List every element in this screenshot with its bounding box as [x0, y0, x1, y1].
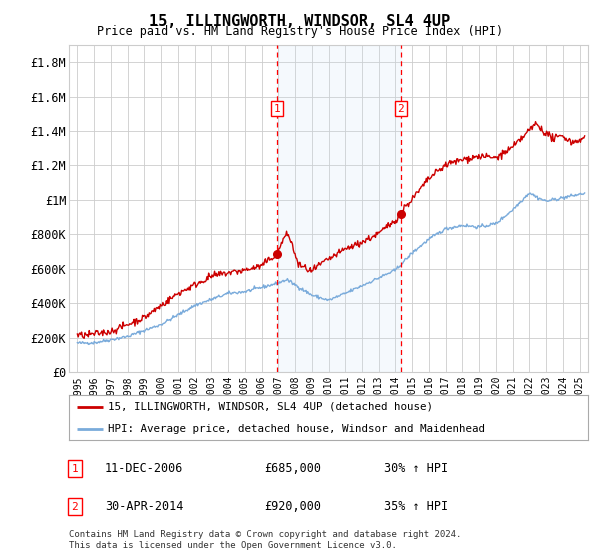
Text: 1: 1 — [71, 464, 79, 474]
Text: 15, ILLINGWORTH, WINDSOR, SL4 4UP: 15, ILLINGWORTH, WINDSOR, SL4 4UP — [149, 14, 451, 29]
Text: 30% ↑ HPI: 30% ↑ HPI — [384, 462, 448, 475]
Text: 30-APR-2014: 30-APR-2014 — [105, 500, 184, 514]
Text: HPI: Average price, detached house, Windsor and Maidenhead: HPI: Average price, detached house, Wind… — [108, 424, 485, 435]
Text: 15, ILLINGWORTH, WINDSOR, SL4 4UP (detached house): 15, ILLINGWORTH, WINDSOR, SL4 4UP (detac… — [108, 402, 433, 412]
Text: 2: 2 — [71, 502, 79, 512]
Text: £685,000: £685,000 — [264, 462, 321, 475]
Text: 2: 2 — [398, 104, 404, 114]
Text: 35% ↑ HPI: 35% ↑ HPI — [384, 500, 448, 514]
Text: Contains HM Land Registry data © Crown copyright and database right 2024.: Contains HM Land Registry data © Crown c… — [69, 530, 461, 539]
Text: 11-DEC-2006: 11-DEC-2006 — [105, 462, 184, 475]
Text: Price paid vs. HM Land Registry's House Price Index (HPI): Price paid vs. HM Land Registry's House … — [97, 25, 503, 38]
Text: £920,000: £920,000 — [264, 500, 321, 514]
Text: This data is licensed under the Open Government Licence v3.0.: This data is licensed under the Open Gov… — [69, 541, 397, 550]
Text: 1: 1 — [274, 104, 281, 114]
